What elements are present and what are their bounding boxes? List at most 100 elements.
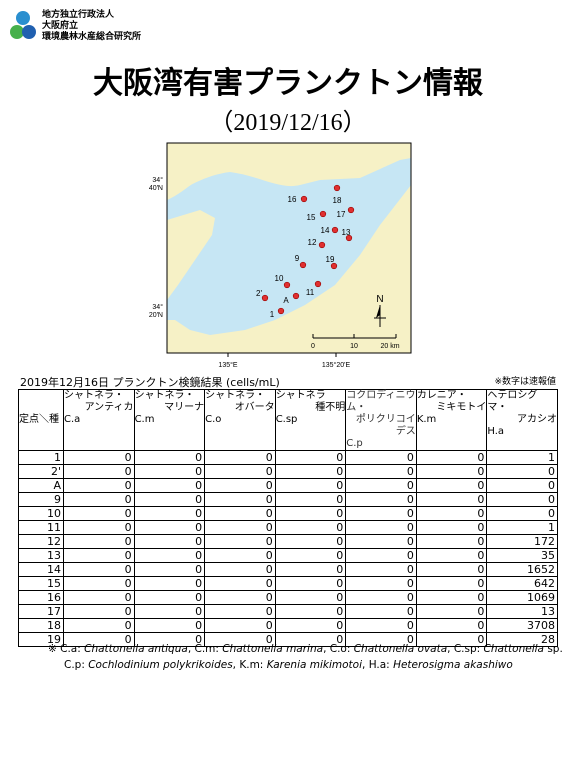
cell-value: 0 bbox=[345, 590, 417, 605]
cell-value: 1069 bbox=[486, 590, 558, 605]
footnote-text: Cochlodinium polykrikoides bbox=[88, 659, 233, 671]
cell-value: 0 bbox=[274, 520, 347, 535]
scale-label: 10 bbox=[350, 343, 358, 350]
cell-value: 0 bbox=[63, 548, 135, 563]
cell-value: 0 bbox=[345, 506, 417, 521]
species-name: シャトネラ・ bbox=[134, 390, 195, 401]
header-row: 定点＼種 シャトネラ・ アンティカ C.a シャトネラ・ マリーナ C.m シャトネラ・ オバー… bbox=[18, 389, 558, 451]
station-marker bbox=[333, 184, 341, 192]
cell-value: 0 bbox=[486, 492, 558, 507]
footnote-text: , C.o: bbox=[323, 643, 354, 655]
org-line: 環境農林水産総合研究所 bbox=[42, 32, 142, 42]
station-label: 10 bbox=[275, 274, 284, 283]
footnote-text: Chattonella marina bbox=[222, 643, 324, 655]
station-marker bbox=[314, 280, 322, 288]
species-name: シャトネラ bbox=[275, 390, 326, 401]
station-cell: 9 bbox=[18, 492, 64, 507]
station-label: 2' bbox=[256, 289, 262, 298]
species-name: アカシオ bbox=[517, 414, 557, 425]
station-label: 16 bbox=[288, 195, 297, 204]
species-name: アンティカ bbox=[84, 402, 134, 413]
cell-value: 0 bbox=[345, 534, 417, 549]
species-name: コクロディニウム・ bbox=[346, 390, 416, 413]
footnote-text: Chattonella bbox=[483, 643, 544, 655]
station-label: 11 bbox=[306, 288, 315, 297]
cell-value: 0 bbox=[204, 576, 276, 591]
species-name: ヘテロシグマ・ bbox=[487, 390, 538, 413]
data-row: 19 0 0 0 0 0 0 28 bbox=[18, 632, 558, 647]
lat-label: 40'N bbox=[149, 185, 163, 192]
data-row: 14 0 0 0 0 0 0 1652 bbox=[18, 562, 558, 577]
data-row: 15 0 0 0 0 0 0 642 bbox=[18, 576, 558, 591]
cell-value: 0 bbox=[486, 506, 558, 521]
footnote-text: sp. bbox=[543, 643, 563, 655]
station-label: 14 bbox=[321, 226, 330, 235]
cell-value: 0 bbox=[274, 506, 347, 521]
cell-value: 0 bbox=[274, 464, 347, 479]
lat-label: 20'N bbox=[149, 312, 163, 319]
station-cell: 18 bbox=[18, 618, 64, 633]
footnote-text: , C.sp: bbox=[447, 643, 484, 655]
table: 定点＼種 シャトネラ・ アンティカ C.a シャトネラ・ マリーナ C.m シャトネラ・ オバー… bbox=[18, 389, 558, 647]
cell-value: 0 bbox=[133, 576, 206, 591]
cell-value: 0 bbox=[415, 450, 488, 465]
cell-value: 0 bbox=[133, 632, 206, 647]
cell-value: 0 bbox=[345, 478, 417, 493]
data-row: 17 0 0 0 0 0 0 13 bbox=[18, 604, 558, 619]
table-caption: 2019年12月16日 プランクトン検鏡結果 (cells/mL) bbox=[20, 376, 280, 389]
header-cell: シャトネラ・ アンティカ C.a bbox=[63, 389, 135, 451]
cell-value: 0 bbox=[345, 604, 417, 619]
species-code: C.m bbox=[134, 414, 155, 425]
north-label: N bbox=[376, 294, 383, 305]
cell-value: 0 bbox=[345, 492, 417, 507]
org-line: 地方独立行政法人 bbox=[42, 10, 115, 20]
cell-value: 0 bbox=[415, 478, 488, 493]
cell-value: 0 bbox=[274, 632, 347, 647]
station-marker bbox=[299, 261, 307, 269]
cell-value: 0 bbox=[63, 534, 135, 549]
cell-value: 0 bbox=[204, 590, 276, 605]
station-cell: 15 bbox=[18, 576, 64, 591]
cell-value: 0 bbox=[204, 450, 276, 465]
cell-value: 0 bbox=[63, 506, 135, 521]
footnote-line: C.p: Cochlodinium polykrikoides, K.m: Ka… bbox=[48, 657, 563, 673]
data-row: 11 0 0 0 0 0 0 1 bbox=[18, 520, 558, 535]
cell-value: 0 bbox=[133, 520, 206, 535]
station-label: 15 bbox=[307, 213, 316, 222]
footnote-text: Chattonella antiqua bbox=[84, 643, 188, 655]
north-arrow bbox=[374, 305, 386, 327]
scale-bar bbox=[312, 334, 397, 339]
station-cell: 11 bbox=[18, 520, 64, 535]
cell-value: 0 bbox=[133, 548, 206, 563]
station-marker bbox=[347, 206, 355, 214]
cell-value: 0 bbox=[133, 450, 206, 465]
station-label: 19 bbox=[326, 255, 335, 264]
corner-label: 定点＼種 bbox=[19, 414, 59, 425]
species-name: シャトネラ・ bbox=[205, 390, 266, 401]
station-cell: 19 bbox=[18, 632, 64, 647]
cell-value: 0 bbox=[204, 534, 276, 549]
cell-value: 0 bbox=[274, 492, 347, 507]
lon-label: 135°20'E bbox=[322, 361, 351, 369]
cell-value: 0 bbox=[415, 604, 488, 619]
cell-value: 0 bbox=[133, 506, 206, 521]
cell-value: 0 bbox=[133, 562, 206, 577]
cell-value: 0 bbox=[133, 534, 206, 549]
station-cell: 10 bbox=[18, 506, 64, 521]
cell-value: 0 bbox=[274, 450, 347, 465]
footnote-text: ※ C.a: bbox=[48, 643, 85, 655]
footnote-text: C.p: bbox=[64, 659, 89, 671]
species-code: C.sp bbox=[275, 414, 298, 425]
data-row: 13 0 0 0 0 0 0 35 bbox=[18, 548, 558, 563]
cell-value: 0 bbox=[486, 464, 558, 479]
cell-value: 0 bbox=[63, 604, 135, 619]
species-code: C.p bbox=[346, 438, 363, 449]
station-cell: 17 bbox=[18, 604, 64, 619]
station-marker bbox=[345, 234, 353, 242]
cell-value: 0 bbox=[415, 534, 488, 549]
cell-value: 0 bbox=[133, 478, 206, 493]
cell-value: 0 bbox=[345, 576, 417, 591]
station-cell: 12 bbox=[18, 534, 64, 549]
cell-value: 0 bbox=[204, 506, 276, 521]
